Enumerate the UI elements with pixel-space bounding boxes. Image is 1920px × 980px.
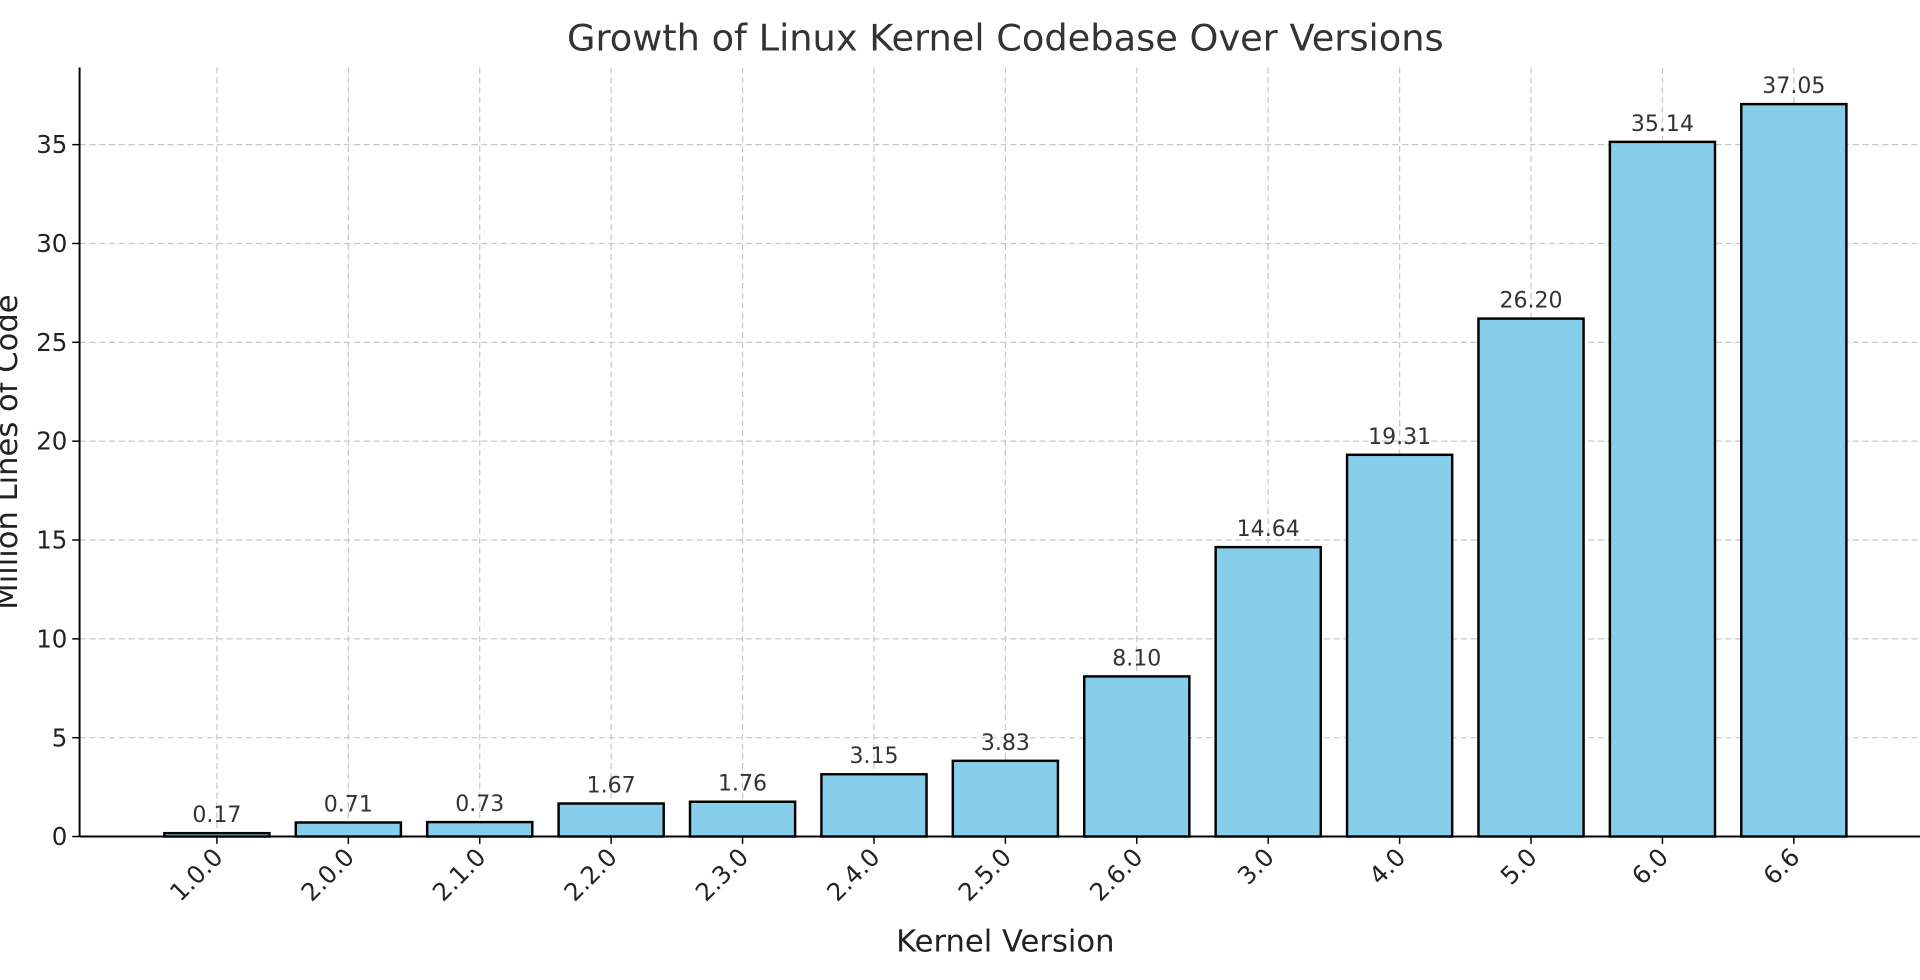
x-tick-label: 4.0 (1363, 842, 1411, 890)
y-axis-label: Million Lines of Code (0, 294, 25, 609)
y-tick-label: 30 (36, 229, 67, 258)
bar (425, 820, 534, 838)
x-tick-label: 2.6.0 (1084, 842, 1149, 907)
data-label: 1.76 (718, 772, 767, 797)
bar (1608, 140, 1717, 838)
x-tick-label: 2.3.0 (690, 842, 755, 907)
chart-title: Growth of Linux Kernel Codebase Over Ver… (567, 16, 1444, 59)
x-tick-label: 2.2.0 (558, 842, 623, 907)
x-tick-label: 1.0.0 (164, 842, 229, 907)
bar (951, 759, 1060, 838)
y-tick-label: 15 (36, 526, 67, 555)
data-label: 1.67 (587, 773, 636, 798)
y-tick-label: 20 (36, 427, 67, 456)
y-tick-label: 35 (36, 130, 67, 159)
bar (1083, 675, 1191, 838)
bar (294, 821, 403, 838)
y-tick-label: 0 (52, 822, 68, 851)
data-label: 3.83 (981, 731, 1030, 756)
data-label: 0.71 (324, 792, 373, 817)
bars (163, 102, 1848, 838)
x-tick-label: 2.5.0 (952, 842, 1017, 907)
bar (557, 802, 665, 838)
x-tick-label: 2.4.0 (821, 842, 886, 907)
x-tick-label: 6.0 (1626, 842, 1674, 890)
data-label: 8.10 (1112, 646, 1161, 671)
bar (688, 800, 797, 838)
y-tick-label: 5 (52, 723, 68, 752)
data-label: 26.20 (1499, 289, 1562, 314)
bar (1214, 545, 1322, 838)
x-axis-label: Kernel Version (896, 925, 1114, 960)
data-labels: 0.17 0.71 0.73 1.67 1.76 3.15 3.83 8.10 14.64 19.… (192, 74, 1825, 828)
x-tick-label: 3.0 (1232, 842, 1280, 890)
x-tick-label: 6.6 (1757, 842, 1805, 890)
bar (1345, 453, 1454, 838)
y-tick-label: 10 (36, 624, 67, 653)
data-label: 14.64 (1237, 517, 1300, 542)
data-label: 35.14 (1631, 112, 1694, 137)
data-label: 3.15 (849, 744, 898, 769)
x-tick-label: 5.0 (1495, 842, 1543, 890)
bar (820, 773, 928, 838)
data-label: 19.31 (1368, 425, 1431, 450)
x-tick-label: 2.1.0 (427, 842, 492, 907)
data-label: 0.73 (455, 792, 504, 817)
data-label: 37.05 (1762, 74, 1825, 99)
bar (1477, 317, 1585, 838)
data-label: 0.17 (192, 803, 241, 828)
x-tick-label: 2.0.0 (295, 842, 360, 907)
bar (1740, 102, 1848, 838)
y-tick-label: 25 (36, 328, 67, 357)
